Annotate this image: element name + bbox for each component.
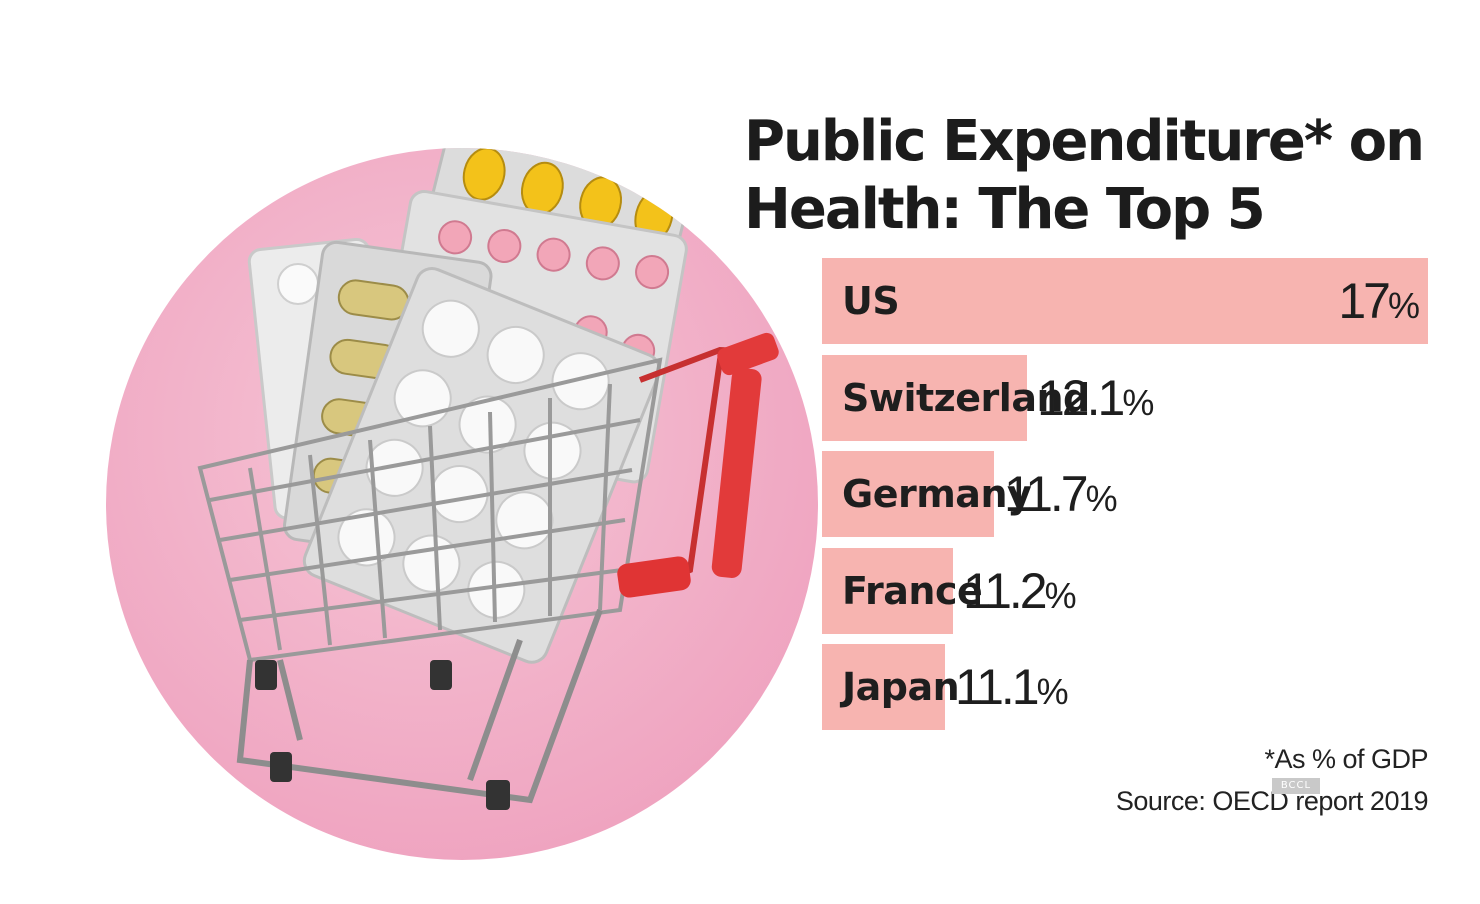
bar-germany [822,451,994,537]
category-label-switzerland: Switzerland [842,376,1090,420]
footnote: *As % of GDP [1264,744,1428,774]
cart-photo-icon [106,148,818,860]
value-label-switzerland: 12.1% [1037,370,1155,426]
value-label-us: 17% [1338,273,1420,329]
bar-france [822,548,953,634]
category-label-germany: Germany [842,472,1032,516]
value-label-germany: 11.7% [1004,466,1118,522]
category-label-japan: Japan [842,665,960,709]
category-label-france: France [842,569,983,613]
bar-us [822,258,1428,344]
bar-switzerland [822,355,1027,441]
category-label-us: US [842,279,900,323]
value-label-france: 11.2% [963,563,1077,619]
chart-title: Public Expenditure* on Health: The Top 5 [744,109,1425,242]
watermark-badge: BCCL [1272,778,1320,794]
bar-japan [822,644,945,730]
value-label-japan: 11.1% [955,659,1069,715]
